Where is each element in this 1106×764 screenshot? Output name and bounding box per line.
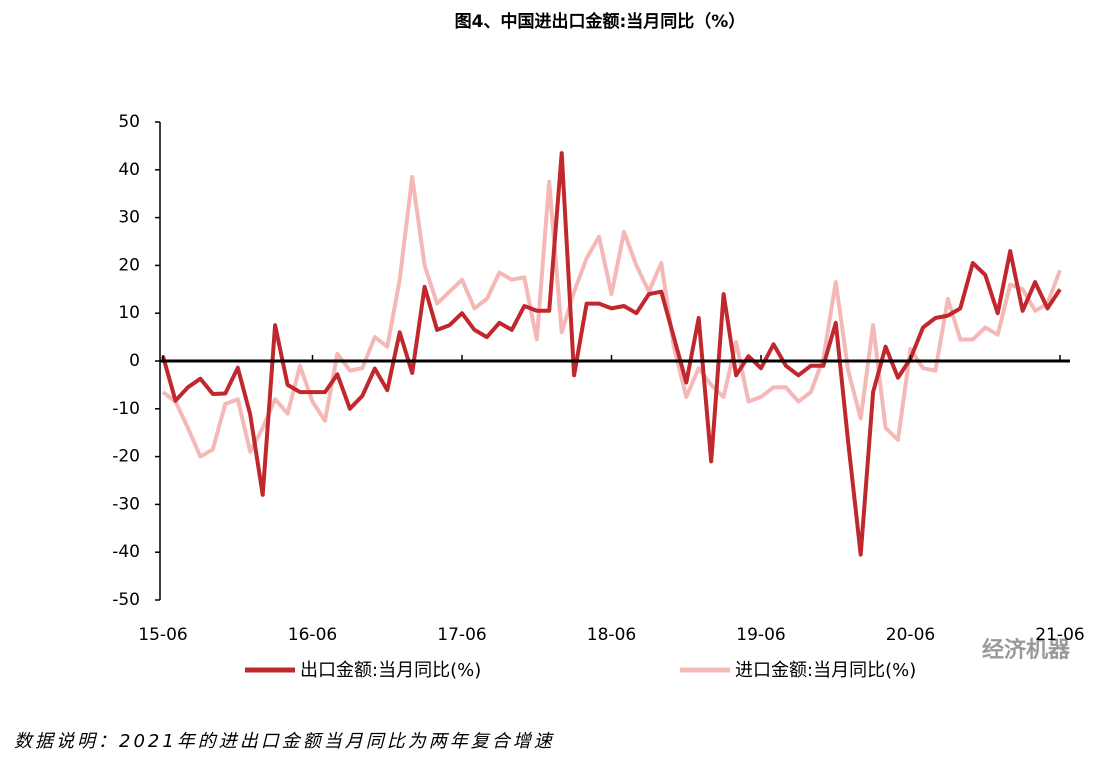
y-tick-label: -20 — [112, 447, 140, 467]
y-tick-label: 50 — [118, 112, 140, 132]
series-line — [161, 175, 1062, 459]
y-tick-label: 40 — [118, 160, 140, 180]
series-line — [161, 151, 1062, 557]
footnote: 数据说明：2021年的进出口金额当月同比为两年复合增速 — [14, 731, 555, 752]
x-tick-label: 20-06 — [886, 625, 935, 645]
x-tick-label: 19-06 — [736, 625, 785, 645]
x-tick-label: 18-06 — [587, 625, 636, 645]
x-tick-label: 21-06 — [1035, 625, 1084, 645]
y-tick-label: 10 — [118, 303, 140, 323]
y-tick-label: -50 — [112, 590, 140, 610]
y-tick-label: 0 — [129, 351, 140, 371]
x-tick-label: 15-06 — [138, 625, 187, 645]
x-tick-label: 16-06 — [288, 625, 337, 645]
y-tick-label: 20 — [118, 255, 140, 275]
y-tick-label: 30 — [118, 208, 140, 228]
y-tick-label: -40 — [112, 542, 140, 562]
y-tick-label: -10 — [112, 399, 140, 419]
chart-title: 图4、中国进出口金额:当月同比（%） — [455, 11, 746, 32]
watermark: 经济机器 — [982, 637, 1071, 663]
legend-label: 进口金额:当月同比(%) — [735, 660, 916, 681]
y-tick-label: -30 — [112, 494, 140, 514]
x-tick-label: 17-06 — [437, 625, 486, 645]
legend-label: 出口金额:当月同比(%) — [300, 660, 481, 681]
